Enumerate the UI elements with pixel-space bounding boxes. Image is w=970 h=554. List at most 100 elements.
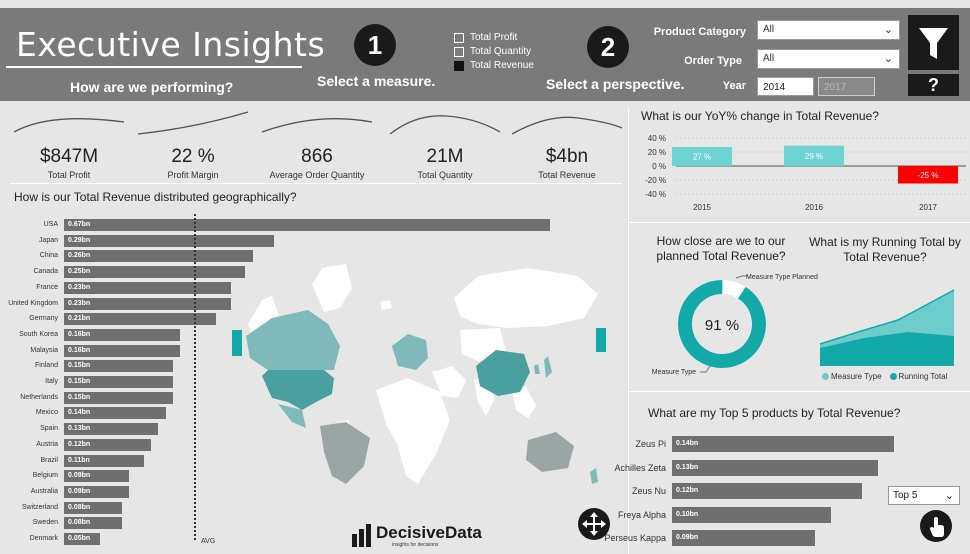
top-n-dropdown[interactable]: Top 5 ⌄	[888, 486, 960, 505]
product-value-label: 0.14bn	[676, 440, 699, 447]
geo-bar[interactable]	[64, 297, 231, 310]
geo-bar[interactable]	[64, 376, 173, 388]
table-row[interactable]: South Korea 0.16bn	[0, 328, 560, 342]
product-category-label: Product Category	[653, 26, 746, 38]
list-item[interactable]: Perseus Kappa 0.09bn	[596, 530, 896, 546]
table-row[interactable]: China 0.26bn	[0, 250, 560, 263]
geo-bar[interactable]	[64, 438, 152, 451]
table-row[interactable]: Malaysia 0.16bn	[0, 344, 560, 358]
product-bar[interactable]	[672, 459, 879, 476]
table-row[interactable]: Japan 0.29bn	[0, 234, 560, 248]
measure-option-label: Total Profit	[470, 32, 518, 43]
geo-bar[interactable]	[64, 485, 130, 498]
geo-bar[interactable]	[64, 344, 181, 357]
donut-slice[interactable]	[671, 273, 773, 375]
geo-bar[interactable]	[64, 501, 123, 514]
geo-bar[interactable]	[64, 391, 173, 404]
geo-value-label: 0.05bn	[68, 535, 91, 542]
product-bar[interactable]	[672, 506, 831, 523]
kpi-label: Average Order Quantity	[269, 170, 365, 180]
measure-option-1[interactable]: Total Quantity	[454, 46, 531, 57]
table-row[interactable]: Germany 0.21bn	[0, 313, 560, 326]
geo-country-label: Brazil	[40, 456, 58, 464]
y-tick-label: 40 %	[648, 134, 666, 143]
map-nz	[590, 468, 598, 484]
geo-country-label: France	[36, 283, 58, 291]
table-row[interactable]: Spain 0.13bn	[0, 423, 560, 436]
year-from-input[interactable]: 2014	[757, 77, 814, 96]
table-row[interactable]: Netherlands 0.15bn	[0, 391, 560, 405]
geo-bar[interactable]	[64, 454, 144, 467]
geo-value-label: 0.67bn	[68, 221, 91, 228]
product-name-label: Achilles Zeta	[614, 462, 666, 473]
kpi-value: 22 %	[171, 146, 215, 167]
product-name-label: Freya Alpha	[617, 509, 666, 520]
table-row[interactable]: United Kingdom 0.23bn	[0, 297, 560, 311]
table-row[interactable]: Sweden 0.08bn	[0, 517, 560, 530]
map-canada	[246, 310, 340, 370]
table-row[interactable]: France 0.23bn	[0, 281, 560, 295]
step-1-badge: 1	[354, 24, 396, 66]
checkbox-icon[interactable]	[454, 60, 464, 71]
list-item[interactable]: Zeus Pi 0.14bn	[596, 436, 896, 452]
geo-bar[interactable]	[64, 533, 101, 545]
table-row[interactable]: Mexico 0.14bn	[0, 407, 560, 420]
table-row[interactable]: Brazil 0.11bn	[0, 454, 560, 468]
map-iceland	[380, 300, 392, 310]
geo-bar[interactable]	[64, 234, 275, 247]
filter-button[interactable]	[908, 15, 959, 70]
measure-option-0[interactable]: Total Profit	[454, 32, 517, 43]
geo-bar[interactable]	[64, 517, 123, 530]
product-category-dropdown[interactable]: All ⌄	[757, 20, 900, 40]
table-row[interactable]: Belgium 0.09bn	[0, 470, 560, 483]
year-to-input[interactable]: 2017	[818, 77, 875, 96]
step-2-badge: 2	[587, 26, 629, 68]
geo-bar[interactable]	[64, 360, 173, 373]
chevron-down-icon: ⌄	[883, 53, 893, 65]
measure-option-2[interactable]: Total Revenue	[454, 60, 534, 71]
table-row[interactable]: Austria 0.12bn	[0, 438, 560, 452]
x-tick-label: 2015	[693, 203, 711, 212]
help-button[interactable]: ?	[908, 74, 959, 96]
list-item[interactable]: Freya Alpha 0.10bn	[596, 506, 896, 523]
checkbox-icon[interactable]	[454, 46, 464, 57]
geo-bar[interactable]	[64, 470, 130, 483]
geo-bar[interactable]	[64, 219, 550, 231]
list-item[interactable]: Zeus Nu 0.12bn	[596, 483, 896, 499]
product-bar[interactable]	[672, 436, 894, 452]
product-bar[interactable]	[672, 530, 815, 546]
geo-bar[interactable]	[64, 281, 231, 294]
running-total-line	[819, 289, 955, 345]
geo-bar[interactable]	[64, 266, 246, 279]
geo-bar[interactable]	[64, 407, 166, 420]
list-item[interactable]: Achilles Zeta 0.13bn	[596, 459, 896, 476]
move-button[interactable]	[578, 508, 610, 540]
order-type-dropdown[interactable]: All ⌄	[757, 49, 900, 69]
measure-option-label: Total Revenue	[470, 60, 534, 71]
geo-bar[interactable]	[64, 423, 159, 436]
geo-bar[interactable]	[64, 328, 181, 341]
table-row[interactable]: Denmark 0.05bn	[0, 533, 560, 546]
geo-value-label: 0.16bn	[68, 330, 91, 338]
yoy-bar[interactable]	[672, 147, 732, 166]
table-row[interactable]: Switzerland 0.08bn	[0, 501, 560, 515]
geo-value-label: 0.21bn	[68, 315, 91, 323]
table-row[interactable]: USA 0.67bn	[0, 219, 560, 232]
geo-bar[interactable]	[64, 250, 253, 263]
touch-button[interactable]	[920, 510, 952, 542]
table-row[interactable]: Italy 0.15bn	[0, 376, 560, 389]
map-middle-east	[432, 366, 466, 398]
geo-bar[interactable]	[64, 313, 217, 326]
yoy-bar[interactable]	[784, 145, 844, 166]
table-row[interactable]: Finland 0.15bn	[0, 360, 560, 373]
table-row[interactable]: Australia 0.09bn	[0, 485, 560, 499]
checkbox-icon[interactable]	[454, 32, 464, 43]
running-total-area[interactable]	[820, 332, 954, 366]
geo-value-label: 0.09bn	[68, 472, 91, 480]
product-bar[interactable]	[672, 483, 863, 499]
top5-title: What are my Top 5 products by Total Reve…	[648, 406, 901, 420]
kpi-label: Total Quantity	[417, 170, 473, 180]
yoy-bar[interactable]	[898, 166, 958, 184]
table-row[interactable]: Canada 0.25bn	[0, 266, 560, 279]
